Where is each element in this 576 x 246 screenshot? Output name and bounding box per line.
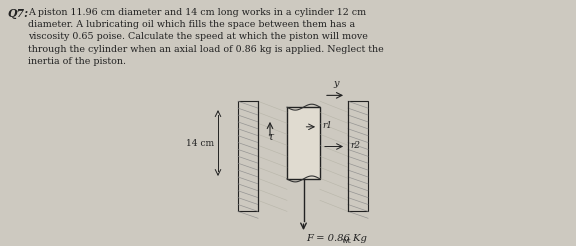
Text: diameter. A lubricating oil which fills the space between them has a: diameter. A lubricating oil which fills … <box>28 20 355 29</box>
Text: Q7:: Q7: <box>7 8 28 19</box>
Text: inertia of the piston.: inertia of the piston. <box>28 57 126 66</box>
Bar <box>238 101 258 211</box>
Text: r1: r1 <box>322 121 332 130</box>
Text: y: y <box>334 79 339 89</box>
Text: wt: wt <box>342 237 351 245</box>
Text: A piston 11.96 cm diameter and 14 cm long works in a cylinder 12 cm: A piston 11.96 cm diameter and 14 cm lon… <box>28 8 366 17</box>
Bar <box>287 107 320 179</box>
Text: viscosity 0.65 poise. Calculate the speed at which the piston will move: viscosity 0.65 poise. Calculate the spee… <box>28 32 368 41</box>
Bar <box>348 101 368 211</box>
Text: τ: τ <box>267 132 273 142</box>
Text: F = 0.86 Kg: F = 0.86 Kg <box>306 234 367 243</box>
Text: 14 cm: 14 cm <box>186 138 214 148</box>
Text: through the cylinder when an axial load of 0.86 kg is applied. Neglect the: through the cylinder when an axial load … <box>28 45 384 54</box>
Text: r2: r2 <box>350 141 360 150</box>
